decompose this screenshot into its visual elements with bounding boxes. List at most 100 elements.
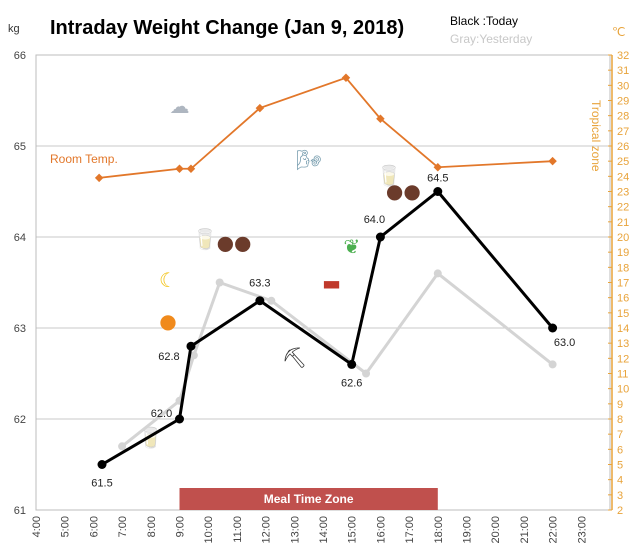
today-point: [175, 414, 184, 424]
x-tick-label: 23:00: [576, 516, 588, 544]
y-tick-label: 61: [14, 505, 26, 517]
x-tick-label: 20:00: [490, 516, 502, 544]
room-temp-point: [548, 156, 557, 166]
chart-title: Intraday Weight Change (Jan 9, 2018): [50, 17, 404, 39]
y2-tick-label: 23: [617, 187, 629, 199]
y2-tick-label: 12: [617, 353, 629, 365]
y2-tick-label: 21: [617, 217, 629, 229]
series-line-today: [101, 189, 554, 466]
chestnuts-icon: ●●: [217, 231, 252, 255]
x-tick-label: 14:00: [318, 516, 330, 544]
x-tick-label: 6:00: [88, 516, 100, 537]
y-tick-label: 62: [14, 414, 26, 426]
y2-tick-label: 10: [617, 384, 629, 396]
steak-icon: ▬: [322, 271, 341, 295]
y2-tick-label: 26: [617, 141, 629, 153]
yesterday-point: [215, 278, 224, 287]
y2-tick-label: 27: [617, 126, 629, 138]
y2-tick-label: 20: [617, 232, 629, 244]
x-tick-label: 19:00: [462, 516, 474, 544]
x-tick-label: 5:00: [60, 516, 72, 537]
legend-yesterday: Gray:Yesterday: [450, 32, 532, 46]
x-tick-label: 16:00: [375, 516, 387, 544]
room-temp-label: Room Temp.: [50, 152, 118, 166]
water-glass-icon: 🥛: [193, 227, 218, 251]
x-tick-label: 12:00: [261, 516, 273, 544]
series-line-room-temp-: [99, 76, 553, 179]
y2-tick-label: 17: [617, 278, 629, 290]
y2-tick-label: 30: [617, 80, 629, 92]
today-point: [97, 460, 107, 469]
meal-time-zone-bar: [179, 488, 438, 510]
x-tick-label: 4:00: [31, 516, 43, 537]
yesterday-point: [189, 351, 198, 360]
today-data-label: 63.0: [554, 337, 575, 349]
tropical-zone-label: Tropical zone: [589, 100, 603, 172]
yesterday-point: [267, 296, 276, 305]
y2-tick-label: 29: [617, 96, 629, 108]
today-data-label: 64.0: [364, 214, 385, 226]
room-temp-point: [255, 103, 265, 113]
y2-tick-label: 14: [617, 323, 629, 335]
x-tick-label: 11:00: [232, 516, 244, 543]
today-point: [375, 232, 385, 242]
y-unit-label: kg: [8, 23, 20, 35]
wind-icon: 🌬: [296, 148, 321, 172]
y2-unit-label: ℃: [612, 25, 625, 39]
y-tick-label: 65: [14, 141, 26, 153]
today-point: [255, 296, 265, 306]
orange-icon: ●: [159, 309, 176, 333]
series-line-yesterday: [121, 271, 554, 448]
gardening-icon: ⛏: [282, 345, 307, 369]
yesterday-point: [118, 442, 127, 451]
y2-tick-label: 28: [617, 111, 629, 123]
y2-tick-label: 6: [617, 444, 623, 456]
today-data-label: 62.6: [341, 377, 362, 389]
y2-tick-label: 13: [617, 338, 629, 350]
y2-tick-label: 25: [617, 156, 629, 168]
legend-today: Black :Today: [450, 14, 518, 28]
y2-tick-label: 9: [617, 399, 623, 411]
room-temp-point: [376, 114, 385, 123]
y2-tick-label: 7: [617, 429, 623, 441]
room-temp-point: [94, 173, 104, 183]
yesterday-point: [548, 360, 557, 369]
room-temp-point: [433, 162, 443, 172]
y2-tick-label: 31: [617, 65, 629, 77]
today-data-label: 62.8: [158, 351, 179, 363]
y2-tick-label: 24: [617, 171, 629, 183]
y2-tick-label: 4: [617, 475, 623, 487]
cloud-icon: ☁: [170, 94, 190, 118]
yesterday-point: [362, 369, 371, 378]
y2-tick-label: 2: [617, 505, 623, 517]
room-temp-point: [186, 164, 196, 173]
y-tick-label: 66: [14, 50, 26, 62]
x-tick-label: 8:00: [146, 516, 158, 537]
y-tick-label: 64: [14, 232, 26, 244]
y2-tick-label: 5: [617, 460, 623, 472]
y2-tick-label: 15: [617, 308, 629, 320]
today-point: [347, 359, 357, 369]
room-temp-point: [175, 164, 184, 173]
x-tick-label: 7:00: [117, 516, 129, 537]
x-tick-label: 13:00: [289, 516, 301, 544]
banana-icon: ☾: [159, 268, 177, 292]
water-glass-icon: 🥛: [377, 163, 402, 187]
x-tick-label: 21:00: [519, 516, 531, 544]
y2-tick-label: 19: [617, 247, 629, 259]
meal-time-zone-label: Meal Time Zone: [264, 492, 354, 506]
y2-tick-label: 11: [617, 369, 628, 381]
chestnuts-icon: ●●: [386, 179, 421, 203]
x-tick-label: 15:00: [347, 516, 359, 544]
y-tick-label: 63: [14, 323, 26, 335]
today-data-label: 61.5: [91, 478, 112, 490]
x-tick-label: 18:00: [433, 516, 445, 544]
today-point: [433, 187, 443, 196]
today-data-label: 63.3: [249, 278, 270, 290]
x-tick-label: 22:00: [548, 516, 560, 544]
x-tick-label: 10:00: [203, 516, 215, 544]
y2-tick-label: 16: [617, 293, 629, 305]
today-point: [548, 323, 558, 333]
x-tick-label: 9:00: [175, 516, 187, 537]
